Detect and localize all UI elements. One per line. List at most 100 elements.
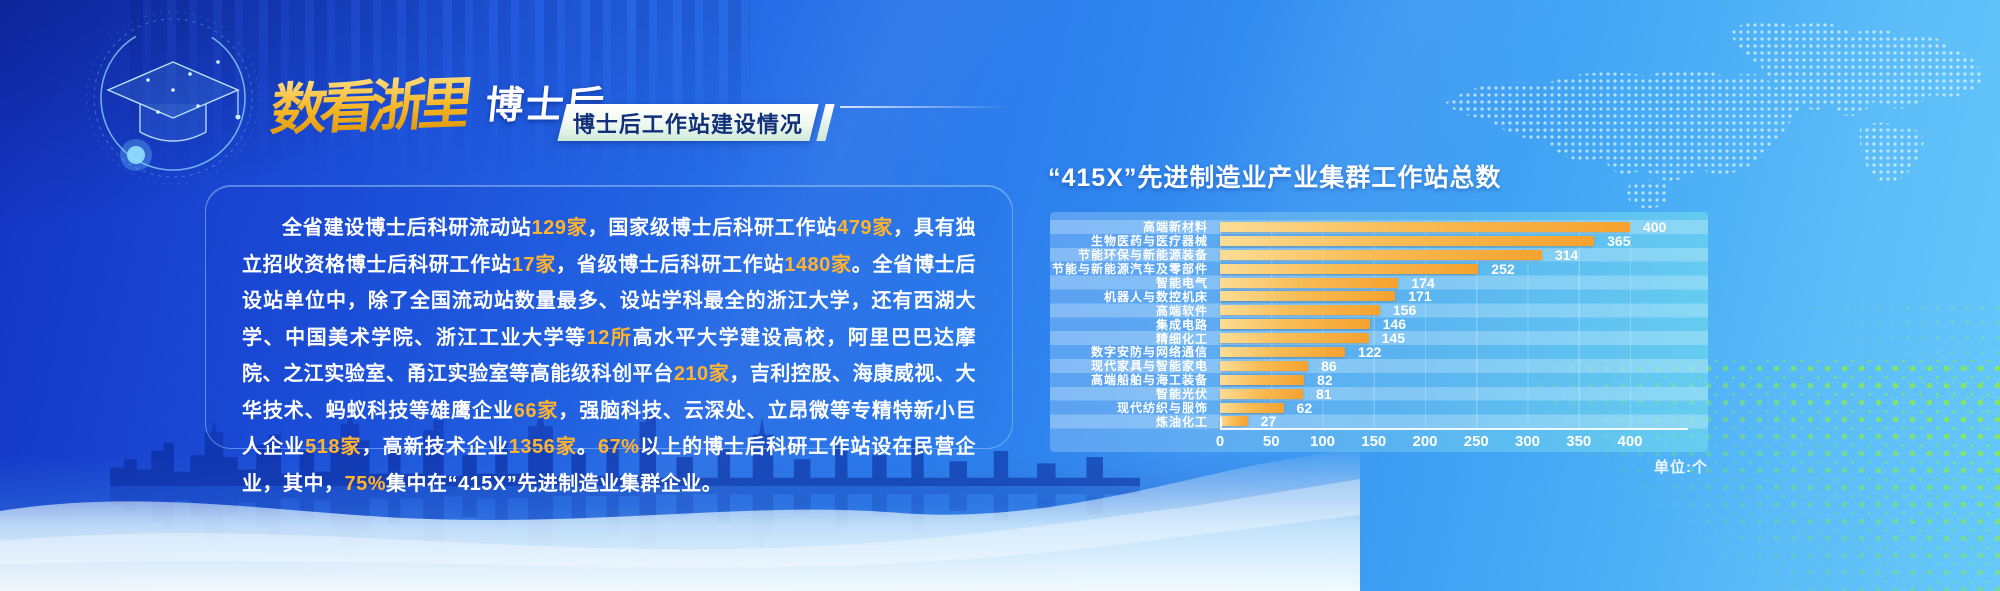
chart-row: 智能光伏 81: [1050, 385, 1708, 402]
stat-highlight: 67%: [597, 436, 640, 458]
bar-track: 171: [1220, 288, 1708, 305]
category-label: 智能光伏: [1155, 387, 1208, 402]
x-tick-label: 50: [1262, 433, 1280, 450]
value-label: 145: [1381, 330, 1405, 347]
bar: [1220, 333, 1369, 344]
category-label: 现代纺织与服饰: [1116, 401, 1208, 416]
bar: [1220, 360, 1309, 371]
x-tick-label: 200: [1412, 433, 1438, 450]
bar-track: 400: [1220, 218, 1708, 235]
value-label: 27: [1260, 413, 1277, 430]
x-tick-label: 250: [1463, 433, 1489, 450]
value-label: 146: [1382, 316, 1406, 333]
text-segment: 。: [576, 436, 598, 458]
chart-row: 智能电气 174: [1050, 274, 1708, 291]
bar: [1220, 249, 1542, 260]
bar-track: 27: [1220, 413, 1708, 430]
chart-row: 高端新材料 400: [1050, 218, 1708, 235]
value-label: 86: [1321, 357, 1337, 374]
bar-track: 145: [1220, 330, 1708, 347]
chart-row: 节能环保与新能源装备 314: [1050, 246, 1708, 263]
chart-row: 机器人与数控机床 171: [1050, 288, 1708, 305]
stat-highlight: 75%: [344, 472, 387, 495]
value-label: 82: [1317, 371, 1333, 388]
category-label: 数字安防与网络通信: [1090, 345, 1208, 360]
category-label: 机器人与数控机床: [1103, 289, 1208, 304]
bar: [1220, 263, 1479, 274]
halftone-green-dots-secondary: [1660, 300, 2000, 440]
value-label: 365: [1607, 232, 1631, 249]
chart-row: 高端船舶与海工装备 82: [1050, 371, 1708, 388]
stat-highlight: 479家: [837, 217, 894, 239]
bar: [1220, 305, 1380, 316]
city-skyline: [110, 409, 1140, 563]
category-label: 智能电气: [1155, 276, 1208, 291]
x-axis-line: [1220, 428, 1688, 430]
value-label: 174: [1411, 274, 1435, 291]
category-label: 高端船舶与海工装备: [1090, 373, 1208, 388]
text-segment: 高水平大学建设高校，阿里巴巴达摩院、之江实验室、甬江实验室等高能级科创平台: [242, 326, 977, 386]
value-label: 81: [1316, 385, 1332, 402]
y-axis-tick: [1220, 417, 1222, 430]
stat-highlight: 129家: [531, 217, 588, 239]
text-segment: 集中在“415X”先进制造业集群企业。: [386, 472, 723, 495]
stat-highlight: 12所: [586, 326, 633, 349]
bar-track: 86: [1220, 357, 1708, 374]
x-tick-label: 150: [1361, 433, 1387, 450]
chart-row: 数字安防与网络通信 122: [1050, 343, 1708, 360]
bar-track: 156: [1220, 302, 1708, 319]
stat-highlight: 1356家: [508, 436, 577, 458]
bar-track: 82: [1220, 371, 1708, 388]
value-label: 171: [1408, 288, 1432, 305]
bar-track: 81: [1220, 385, 1708, 402]
value-label: 156: [1392, 302, 1417, 319]
stat-highlight: 518家: [305, 436, 362, 458]
text-segment: 全省建设博士后科研流动站: [282, 217, 532, 239]
bar: [1220, 319, 1370, 330]
text-segment: 以上的博士后科研工作站设在民营企业，其中，: [242, 436, 977, 495]
x-tick-label: 400: [1617, 433, 1643, 450]
category-label: 现代家具与智能家电: [1090, 359, 1208, 374]
wave-foam: [0, 447, 1360, 591]
stat-highlight: 66家: [513, 399, 559, 422]
bar-track: 174: [1220, 274, 1708, 291]
section-badge-label: 博士后工作站建设情况: [572, 111, 803, 137]
brand-title: 数看浙里 博士后: [268, 62, 608, 143]
x-axis-ticks: 0 50 100 150 200 250 300 350 400: [1216, 433, 1690, 451]
category-label: 集成电路: [1155, 317, 1208, 332]
category-label: 高端软件: [1155, 303, 1208, 318]
chart-rows: 高端新材料 400 生物医药与医疗器械 365 节能环保与新能源装备 314 节能与新能源汽…: [1050, 218, 1708, 430]
bar-track: 314: [1220, 246, 1708, 263]
x-tick-label: 0: [1215, 433, 1225, 450]
brand-calligraphy: 数看浙里: [267, 59, 472, 147]
category-label: 生物医药与医疗器械: [1090, 234, 1208, 249]
x-tick-label: 350: [1566, 433, 1592, 450]
bar: [1220, 402, 1284, 413]
bar-chart: 高端新材料 400 生物医药与医疗器械 365 节能环保与新能源装备 314 节能与新能源汽…: [1050, 212, 1708, 452]
bar: [1220, 277, 1399, 288]
value-label: 400: [1643, 218, 1667, 235]
badge-accent-line: [840, 106, 1010, 108]
text-segment: ，强脑科技、云深处、立昂微等专精特新小巨人企业: [242, 399, 977, 459]
value-label: 252: [1491, 260, 1515, 277]
world-map-dots: [1445, 20, 1982, 209]
category-label: 精细化工: [1155, 331, 1208, 346]
bar: [1220, 346, 1346, 357]
bar: [1220, 235, 1595, 246]
category-label: 高端新材料: [1142, 220, 1208, 235]
value-label: 314: [1554, 246, 1579, 263]
category-label: 炼油化工: [1155, 414, 1208, 429]
text-segment: ，省级博士后科研工作站: [556, 253, 785, 276]
bar: [1220, 221, 1630, 232]
stat-highlight: 17家: [511, 253, 556, 276]
bar-track: 365: [1220, 232, 1708, 249]
x-tick-label: 100: [1309, 433, 1336, 450]
value-label: 62: [1296, 399, 1313, 416]
section-badge: 博士后工作站建设情况: [557, 104, 819, 141]
category-label: 节能环保与新能源装备: [1077, 248, 1208, 263]
bar-track: 252: [1220, 260, 1708, 277]
bar: [1220, 388, 1304, 399]
chart-row: 精细化工 145: [1050, 330, 1708, 347]
value-label: 122: [1358, 343, 1382, 360]
